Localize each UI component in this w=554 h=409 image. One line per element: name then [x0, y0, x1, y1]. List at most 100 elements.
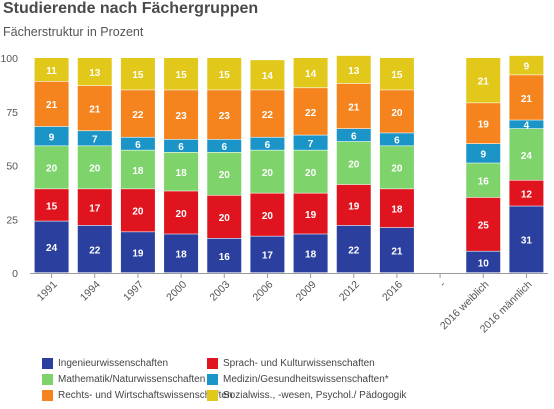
bar-segment-6-4	[293, 88, 328, 135]
x-tick-label-3: 2000	[164, 279, 189, 304]
bar-value-label-4-2: 20	[219, 170, 231, 181]
bar-segment-4-3	[207, 139, 242, 152]
y-tick-label-0: 0	[12, 268, 18, 280]
bar-value-label-1-5: 13	[89, 68, 101, 79]
bar-segment-3-1	[164, 191, 199, 234]
bar-segment-11-5	[509, 55, 544, 75]
bar-segment-2-2	[120, 150, 155, 189]
bar-segment-5-3	[250, 137, 285, 150]
legend-swatch-0	[42, 358, 53, 369]
bar-segment-8-5	[379, 58, 414, 90]
bar-segment-3-3	[164, 139, 199, 152]
x-tick-label-9: -	[437, 278, 448, 289]
bar-segment-1-2	[77, 146, 112, 189]
bar-segment-10-5	[466, 58, 501, 103]
bar-value-label-0-2: 20	[46, 164, 58, 175]
bar-segment-1-1	[77, 189, 112, 226]
bar-value-label-11-3: 4	[524, 121, 530, 132]
bar-value-label-8-0: 21	[391, 246, 403, 257]
bar-value-label-3-5: 15	[176, 70, 188, 81]
bar-segment-3-4	[164, 90, 199, 140]
bar-value-label-7-5: 13	[348, 66, 360, 77]
bar-segment-7-5	[336, 55, 371, 84]
bar-segment-3-2	[164, 152, 199, 191]
bar-segment-7-0	[336, 225, 371, 273]
bar-value-label-7-4: 21	[348, 102, 360, 113]
bar-value-label-8-2: 20	[391, 164, 403, 175]
bar-value-label-0-1: 15	[46, 201, 58, 212]
bar-value-label-11-5: 9	[524, 62, 530, 73]
bar-value-label-7-1: 19	[348, 201, 360, 212]
legend-item-5: Sozialwiss., -wesen, Psychol./ Pädogogik	[207, 390, 406, 401]
bar-value-label-4-5: 15	[219, 70, 231, 81]
bar-value-label-10-4: 19	[478, 120, 490, 131]
bar-value-label-8-1: 18	[391, 205, 403, 216]
y-tick-label-4: 100	[0, 53, 18, 65]
bar-value-label-6-4: 22	[305, 108, 317, 119]
bar-value-label-5-3: 6	[265, 140, 271, 151]
bar-segment-4-0	[207, 238, 242, 273]
legend-label-2: Mathematik/Naturwissenschaften	[58, 374, 206, 385]
legend-item-2: Mathematik/Naturwissenschaften	[42, 374, 205, 385]
bar-segment-0-2	[34, 146, 69, 189]
bar-value-label-10-2: 16	[478, 177, 490, 188]
x-tick-label-7: 2012	[337, 279, 362, 304]
y-tick-label-1: 25	[6, 214, 18, 226]
bar-value-label-8-4: 20	[391, 108, 403, 119]
bar-value-label-1-2: 20	[89, 164, 101, 175]
bar-segment-8-2	[379, 146, 414, 189]
bar-value-label-3-4: 23	[176, 111, 188, 122]
bar-value-label-6-3: 7	[308, 139, 314, 150]
bar-segment-6-0	[293, 234, 328, 273]
bar-segment-0-5	[34, 58, 69, 82]
bar-segment-10-2	[466, 163, 501, 198]
bar-value-label-0-3: 9	[49, 132, 55, 143]
bar-segment-8-3	[379, 133, 414, 146]
x-tick-label-8: 2016	[380, 279, 405, 304]
bar-segment-3-5	[164, 58, 199, 90]
bar-value-label-5-0: 17	[262, 251, 274, 262]
legend-item-0: Ingenieurwissenschaften	[42, 358, 168, 369]
bar-value-label-6-0: 18	[305, 250, 317, 261]
bar-value-label-10-1: 25	[478, 221, 490, 232]
bar-segment-5-2	[250, 150, 285, 193]
legend-label-5: Sozialwiss., -wesen, Psychol./ Pädogogik	[223, 390, 407, 401]
bar-segment-0-1	[34, 189, 69, 221]
bar-segment-2-1	[120, 189, 155, 232]
bar-segment-2-3	[120, 137, 155, 150]
bar-segment-0-0	[34, 221, 69, 273]
bar-value-label-7-0: 22	[348, 245, 360, 256]
bar-segment-0-3	[34, 126, 69, 146]
bar-segment-2-5	[120, 58, 155, 90]
bar-value-label-10-3: 9	[480, 150, 486, 161]
bar-segment-10-4	[466, 103, 501, 144]
bar-value-label-11-4: 21	[521, 94, 533, 105]
bar-value-label-3-0: 18	[176, 250, 188, 261]
bar-value-label-1-1: 17	[89, 203, 101, 214]
bar-segment-5-0	[250, 236, 285, 273]
bar-value-label-2-4: 22	[132, 110, 144, 121]
bar-value-label-2-3: 6	[135, 140, 141, 151]
bar-value-label-0-4: 21	[46, 100, 58, 111]
y-tick-label-2: 50	[6, 161, 18, 173]
legend-swatch-5	[207, 390, 218, 401]
legend-item-3: Medizin/Gesundheitswissenschaften*	[207, 374, 389, 385]
bar-segment-3-0	[164, 234, 199, 273]
bar-value-label-5-2: 20	[262, 168, 274, 179]
bar-segment-0-4	[34, 81, 69, 127]
bar-value-label-10-0: 10	[478, 258, 490, 269]
bar-value-label-0-5: 11	[46, 66, 57, 77]
bar-segment-8-4	[379, 90, 414, 133]
bar-value-label-8-3: 6	[394, 136, 400, 147]
legend-swatch-3	[207, 374, 218, 385]
x-tick-label-5: 2006	[251, 279, 276, 304]
bar-value-label-5-5: 14	[262, 71, 274, 82]
bar-segment-10-3	[466, 144, 501, 163]
x-tick-label-0: 1991	[35, 279, 60, 304]
chart-title: Studierende nach Fächergruppen	[3, 0, 259, 17]
bar-value-label-2-1: 20	[132, 207, 144, 218]
bar-value-label-3-1: 20	[176, 209, 188, 220]
bar-value-label-4-3: 6	[221, 142, 227, 153]
